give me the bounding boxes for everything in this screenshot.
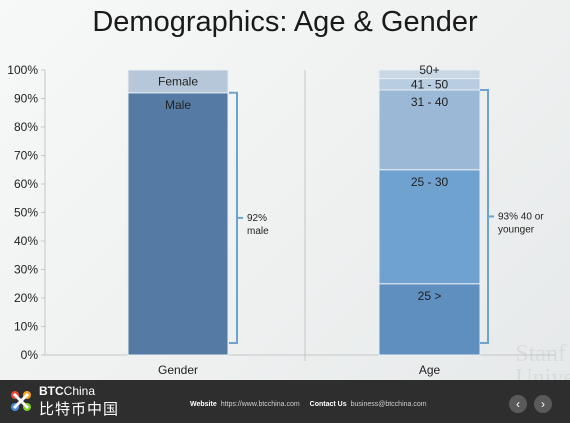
bracket-line: [229, 91, 238, 344]
watermark-line-1: Stanf: [515, 341, 567, 367]
next-slide-button[interactable]: ›: [534, 395, 552, 413]
contact-label: Contact Us: [309, 401, 347, 408]
brand-name-chinese: 比特币中国: [39, 401, 120, 418]
y-tick-label: 20%: [14, 291, 38, 305]
segment-label: 25 - 30: [411, 175, 449, 189]
footer-links: Website https://www.btcchina.com Contact …: [190, 401, 435, 408]
y-tick-label: 80%: [14, 120, 38, 134]
bracket-annotation: younger: [498, 224, 535, 235]
brand-name-bold: BTC: [39, 384, 64, 398]
footer-bar: BTCChina 比特币中国 Website https://www.btcchi…: [0, 380, 570, 423]
y-tick-label: 100%: [7, 63, 38, 77]
previous-slide-button[interactable]: ‹: [509, 395, 527, 413]
y-tick-label: 50%: [14, 206, 38, 220]
slide-title: Demographics: Age & Gender: [92, 6, 478, 38]
stacked-bar-chart: 0% 10% 20% 30% 40% 50% 60% 70% 80% 90% 100% Male Fem…: [7, 63, 555, 377]
website-link[interactable]: https://www.btcchina.com: [220, 401, 300, 408]
bar-segment: [378, 283, 481, 356]
brand-name-rest: China: [63, 384, 96, 398]
segment-label: Male: [165, 98, 191, 112]
bar-segment: [378, 69, 481, 80]
bar-segment: [378, 89, 481, 171]
y-tick-label: 10%: [14, 320, 38, 334]
y-tick-label: 60%: [14, 177, 38, 191]
bar-segment: [378, 169, 481, 285]
bracket-annotation: male: [247, 226, 269, 237]
x-category-label: Age: [419, 363, 441, 377]
slide: Demographics: Age & Gender Stanf Unive 0…: [0, 0, 570, 390]
bracket-annotation: 93% 40 or: [498, 211, 544, 222]
segment-label: 50+: [419, 63, 439, 77]
y-tick-label: 40%: [14, 234, 38, 248]
segment-label: Female: [158, 74, 198, 88]
contact-email-link[interactable]: business@btcchina.com: [350, 401, 427, 408]
segment-label: 31 - 40: [411, 95, 449, 109]
x-category-label: Gender: [158, 363, 198, 377]
bar-segment: [127, 69, 229, 94]
bracket-annotation: 92%: [247, 213, 267, 224]
y-tick-label: 30%: [14, 263, 38, 277]
bar-segment: [127, 92, 229, 356]
segment-label: 25 >: [418, 289, 442, 303]
btcchina-logo-icon: [8, 388, 34, 414]
y-tick-label: 90%: [14, 92, 38, 106]
y-tick-label: 70%: [14, 149, 38, 163]
y-tick-label: 0%: [21, 348, 39, 362]
website-label: Website: [190, 401, 217, 408]
bracket-line: [480, 88, 489, 344]
segment-label: 41 - 50: [411, 77, 449, 91]
brand-name-english: BTCChina: [39, 384, 95, 398]
